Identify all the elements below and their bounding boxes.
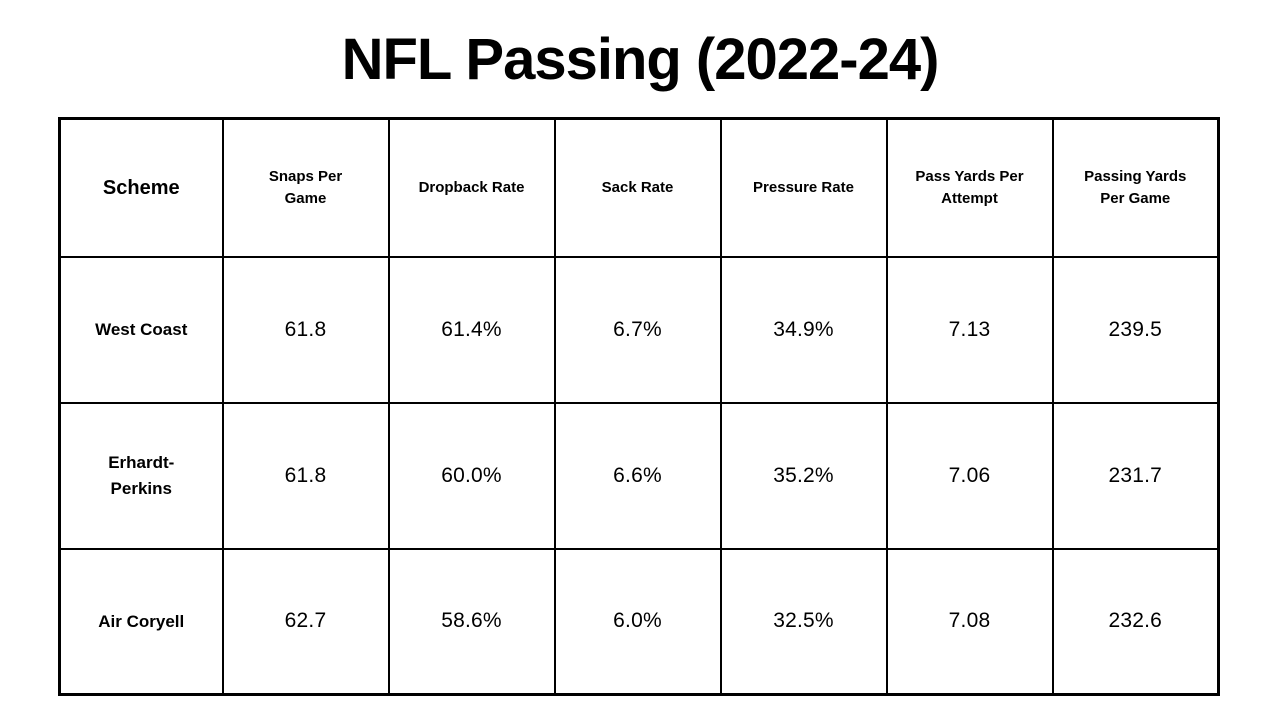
table-row-erhardt-perkins: Erhardt-Perkins 61.8 60.0% 6.6% 35.2% 7.…	[58, 401, 1220, 550]
value-cell: 61.8	[221, 401, 390, 550]
table-row-west-coast: West Coast 61.8 61.4% 6.7% 34.9% 7.13 23…	[58, 255, 1220, 404]
value-cell: 61.4%	[387, 255, 556, 404]
value-cell: 58.6%	[387, 547, 556, 696]
value-cell: 62.7	[221, 547, 390, 696]
value-cell: 34.9%	[719, 255, 888, 404]
scheme-label: Erhardt-Perkins	[58, 401, 224, 550]
header-cell-sack-rate: Sack Rate	[553, 117, 722, 258]
table-header-row: Scheme Snaps Per Game Dropback Rate Sack…	[58, 117, 1220, 258]
header-cell-snaps-per-game: Snaps Per Game	[221, 117, 390, 258]
scheme-label: West Coast	[58, 255, 224, 404]
table-row-air-coryell: Air Coryell 62.7 58.6% 6.0% 32.5% 7.08 2…	[58, 547, 1220, 696]
value-cell: 232.6	[1051, 547, 1220, 696]
value-cell: 7.13	[885, 255, 1054, 404]
header-cell-scheme: Scheme	[58, 117, 224, 258]
nfl-passing-table: Scheme Snaps Per Game Dropback Rate Sack…	[58, 117, 1220, 696]
value-cell: 6.6%	[553, 401, 722, 550]
value-cell: 60.0%	[387, 401, 556, 550]
value-cell: 7.06	[885, 401, 1054, 550]
value-cell: 6.0%	[553, 547, 722, 696]
page-title: NFL Passing (2022-24)	[341, 27, 940, 92]
header-cell-pass-yards-attempt: Pass Yards Per Attempt	[885, 117, 1054, 258]
value-cell: 32.5%	[719, 547, 888, 696]
header-cell-passing-yards-game: Passing Yards Per Game	[1051, 117, 1220, 258]
value-cell: 35.2%	[719, 401, 888, 550]
value-cell: 231.7	[1051, 401, 1220, 550]
header-cell-dropback-rate: Dropback Rate	[387, 117, 556, 258]
value-cell: 239.5	[1051, 255, 1220, 404]
value-cell: 61.8	[221, 255, 390, 404]
value-cell: 7.08	[885, 547, 1054, 696]
value-cell: 6.7%	[553, 255, 722, 404]
header-cell-pressure-rate: Pressure Rate	[719, 117, 888, 258]
scheme-label: Air Coryell	[58, 547, 224, 696]
